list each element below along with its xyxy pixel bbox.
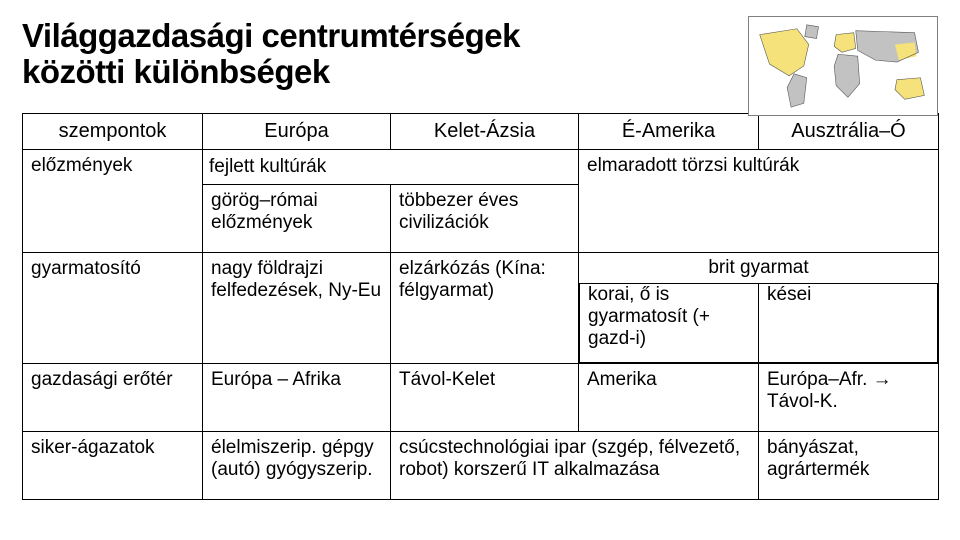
cell-banyaszat: bányászat, agrártermék [759, 432, 939, 500]
cell-csucstech: csúcstechnológiai ipar (szgép, félvezető… [391, 432, 759, 500]
cell-elmaradott: elmaradott törzsi kultúrák [579, 150, 939, 253]
cell-gyarmatosito-label: gyarmatosító [23, 253, 203, 364]
cell-tobbezer-eves: többezer éves civilizációk [391, 185, 579, 253]
cell-gazderoter-label: gazdasági erőtér [23, 364, 203, 432]
cell-britgyarmat-wrap: brit gyarmat korai, ő is gyarmatosít (+ … [579, 253, 939, 364]
row-siker: siker-ágazatok élelmiszerip. gépgy (autó… [23, 432, 939, 500]
cell-gorog-romai: görög–római előzmények [203, 185, 391, 253]
th-europa: Európa [203, 114, 391, 150]
title-line-2: közötti különbségek [22, 53, 330, 90]
cell-kesei: kései [759, 284, 938, 363]
cell-tavolkelet: Távol-Kelet [391, 364, 579, 432]
britgyarmat-split: korai, ő is gyarmatosít (+ gazd-i) kései [579, 283, 938, 363]
table-header-row: szempontok Európa Kelet-Ázsia É-Amerika … [23, 114, 939, 150]
comparison-table: szempontok Európa Kelet-Ázsia É-Amerika … [22, 113, 939, 500]
cell-nagyfoldrajzi: nagy földrajzi felfedezések, Ny-Eu [203, 253, 391, 364]
cell-elozmenyek-label: előzmények [23, 150, 203, 253]
title-line-1: Világgazdasági centrumtérségek [22, 17, 520, 54]
cell-eu-afrika: Európa – Afrika [203, 364, 391, 432]
th-keletazsia: Kelet-Ázsia [391, 114, 579, 150]
row-elozmenyek-top: előzmények fejlett kultúrák elmaradott t… [23, 150, 939, 185]
cell-amerika: Amerika [579, 364, 759, 432]
cell-siker-label: siker-ágazatok [23, 432, 203, 500]
row-gazderoter: gazdasági erőtér Európa – Afrika Távol-K… [23, 364, 939, 432]
th-szempontok: szempontok [23, 114, 203, 150]
cell-elzarkozas: elzárkózás (Kína: félgyarmat) [391, 253, 579, 364]
map-greenland [805, 25, 819, 39]
slide: Világgazdasági centrumtérségek közötti k… [0, 0, 960, 540]
th-eamerika: É-Amerika [579, 114, 759, 150]
cell-fejlett-kulturak: fejlett kultúrák [203, 150, 579, 185]
th-ausztralia: Ausztrália–Ó [759, 114, 939, 150]
cell-korai: korai, ő is gyarmatosít (+ gazd-i) [580, 284, 759, 363]
row-gyarmatosito: gyarmatosító nagy földrajzi felfedezések… [23, 253, 939, 364]
cell-elelmiszerip: élelmiszerip. gépgy (autó) gyógyszerip. [203, 432, 391, 500]
cell-eu-afr-tavolk: Európa–Afr. → Távol-K. [759, 364, 939, 432]
cell-britgyarmat: brit gyarmat [579, 253, 938, 283]
world-map-icon [749, 17, 937, 115]
world-map-thumbnail [748, 16, 938, 116]
